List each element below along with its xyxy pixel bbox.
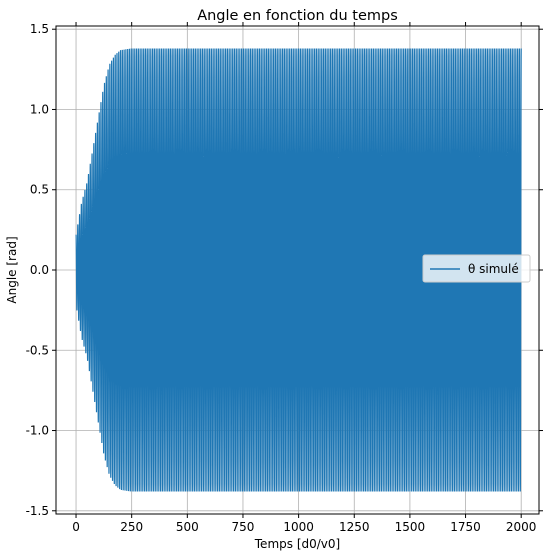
legend-box [422, 254, 531, 283]
x-tick-label: 250 [120, 520, 143, 534]
y-tick-label: 1.5 [30, 22, 49, 36]
y-tick-label: -0.5 [26, 343, 49, 357]
legend-entry-theta: θ simulé [468, 262, 519, 276]
x-axis-label: Temps [d0/v0] [254, 537, 340, 551]
x-tick-label: 1500 [395, 520, 426, 534]
x-tick-label: 0 [72, 520, 80, 534]
x-tick-label: 1250 [339, 520, 370, 534]
series-line-theta [75, 48, 522, 492]
x-tick-label: 1000 [283, 520, 314, 534]
y-axis-label: Angle [rad] [5, 236, 19, 303]
y-tick-label: 0.0 [30, 263, 49, 277]
y-tick-label: -1.5 [26, 504, 49, 518]
y-tick-label: 1.0 [30, 102, 49, 116]
x-tick-label: 750 [232, 520, 255, 534]
x-tick-label: 1750 [450, 520, 481, 534]
plot-area [75, 48, 522, 492]
x-tick-label: 2000 [506, 520, 537, 534]
y-tick-label: 0.5 [30, 183, 49, 197]
legend: θ simulé [422, 254, 531, 283]
x-tick-label: 500 [176, 520, 199, 534]
axes: 0 250 500 750 1000 1250 1500 1750 2000 -1.5 -1.0 -0… [26, 22, 543, 534]
y-tick-label: -1.0 [26, 424, 49, 438]
chart-title: Angle en fonction du temps [197, 8, 398, 24]
